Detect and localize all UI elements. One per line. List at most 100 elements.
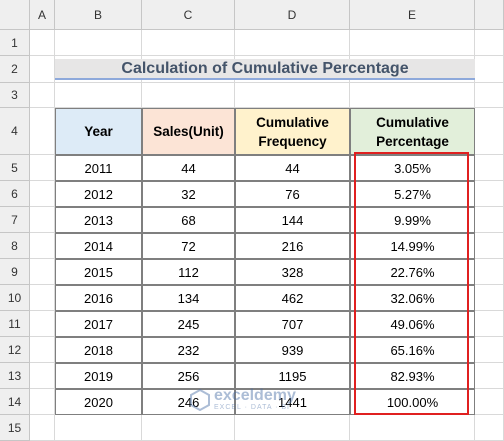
grid-cell[interactable] (30, 207, 55, 233)
grid-cell[interactable] (30, 389, 55, 415)
table-cell: 328 (235, 259, 350, 285)
table-cell: 9.99% (350, 207, 475, 233)
grid-cell[interactable] (475, 311, 504, 337)
grid-cell[interactable] (475, 389, 504, 415)
grid-cell[interactable] (142, 30, 235, 56)
table-cell: 2011 (55, 155, 142, 181)
corner (0, 0, 30, 30)
grid-cell[interactable] (30, 108, 55, 155)
table-cell: 68 (142, 207, 235, 233)
row-header[interactable]: 15 (0, 415, 30, 441)
grid-cell[interactable] (30, 311, 55, 337)
grid-cell[interactable] (350, 30, 475, 56)
column-header[interactable]: A (30, 0, 55, 30)
title: Calculation of Cumulative Percentage (55, 59, 475, 80)
column-header[interactable] (475, 0, 504, 30)
table-cell: 462 (235, 285, 350, 311)
table-cell: 82.93% (350, 363, 475, 389)
table-header: Sales(Unit) (142, 108, 235, 155)
row-header[interactable]: 13 (0, 363, 30, 389)
table-cell: 1195 (235, 363, 350, 389)
table-cell: 100.00% (350, 389, 475, 415)
grid-cell[interactable] (475, 155, 504, 181)
grid-cell[interactable] (235, 30, 350, 56)
grid-cell[interactable] (475, 233, 504, 259)
grid-cell[interactable] (475, 363, 504, 389)
column-header[interactable]: E (350, 0, 475, 30)
grid-cell[interactable] (475, 108, 504, 155)
grid-cell[interactable] (475, 56, 504, 83)
table-cell: 2014 (55, 233, 142, 259)
grid-cell[interactable] (475, 83, 504, 108)
row-header[interactable]: 7 (0, 207, 30, 233)
grid-cell[interactable] (142, 83, 235, 108)
column-header[interactable]: B (55, 0, 142, 30)
grid-cell[interactable] (142, 415, 235, 441)
table-cell: 216 (235, 233, 350, 259)
row-header[interactable]: 11 (0, 311, 30, 337)
grid-cell[interactable] (30, 415, 55, 441)
row-header[interactable]: 8 (0, 233, 30, 259)
row-header[interactable]: 10 (0, 285, 30, 311)
table-cell: 2018 (55, 337, 142, 363)
grid-cell[interactable] (30, 56, 55, 83)
table-cell: 232 (142, 337, 235, 363)
table-cell: 72 (142, 233, 235, 259)
table-cell: 44 (142, 155, 235, 181)
grid-cell[interactable] (235, 83, 350, 108)
table-cell: 2013 (55, 207, 142, 233)
row-header[interactable]: 14 (0, 389, 30, 415)
grid-cell[interactable] (55, 83, 142, 108)
table-cell: 2012 (55, 181, 142, 207)
table-cell: 112 (142, 259, 235, 285)
grid-cell[interactable] (475, 181, 504, 207)
grid-cell[interactable] (55, 415, 142, 441)
table-cell: 2017 (55, 311, 142, 337)
row-header[interactable]: 2 (0, 56, 30, 83)
grid-cell[interactable] (30, 285, 55, 311)
table-cell: 49.06% (350, 311, 475, 337)
grid-cell[interactable] (30, 259, 55, 285)
table-cell: 707 (235, 311, 350, 337)
grid-cell[interactable] (30, 83, 55, 108)
table-cell: 14.99% (350, 233, 475, 259)
column-header[interactable]: C (142, 0, 235, 30)
table-header: Cumulative Percentage (350, 108, 475, 155)
grid-cell[interactable] (30, 155, 55, 181)
row-header[interactable]: 12 (0, 337, 30, 363)
watermark-text: exceldemy EXCEL · DATA · BI (214, 387, 296, 412)
row-header[interactable]: 9 (0, 259, 30, 285)
grid-cell[interactable] (475, 415, 504, 441)
table-cell: 3.05% (350, 155, 475, 181)
row-header[interactable]: 4 (0, 108, 30, 155)
grid-cell[interactable] (30, 363, 55, 389)
table-cell: 44 (235, 155, 350, 181)
table-cell: 65.16% (350, 337, 475, 363)
column-header[interactable]: D (235, 0, 350, 30)
table-cell: 22.76% (350, 259, 475, 285)
table-cell: 32.06% (350, 285, 475, 311)
grid-cell[interactable] (30, 233, 55, 259)
table-cell: 256 (142, 363, 235, 389)
grid-cell[interactable] (30, 30, 55, 56)
watermark: exceldemy EXCEL · DATA · BI (190, 388, 296, 411)
table-cell: 5.27% (350, 181, 475, 207)
grid-cell[interactable] (235, 415, 350, 441)
table-cell: 2020 (55, 389, 142, 415)
grid-cell[interactable] (55, 30, 142, 56)
grid-cell[interactable] (475, 259, 504, 285)
row-header[interactable]: 1 (0, 30, 30, 56)
row-header[interactable]: 3 (0, 83, 30, 108)
grid-cell[interactable] (350, 83, 475, 108)
grid-cell[interactable] (475, 337, 504, 363)
grid-cell[interactable] (475, 285, 504, 311)
grid-cell[interactable] (350, 415, 475, 441)
row-header[interactable]: 6 (0, 181, 30, 207)
row-header[interactable]: 5 (0, 155, 30, 181)
grid-cell[interactable] (30, 181, 55, 207)
grid-cell[interactable] (30, 337, 55, 363)
watermark-brand: exceldemy (214, 387, 296, 404)
grid-cell[interactable] (475, 30, 504, 56)
grid-cell[interactable] (475, 207, 504, 233)
